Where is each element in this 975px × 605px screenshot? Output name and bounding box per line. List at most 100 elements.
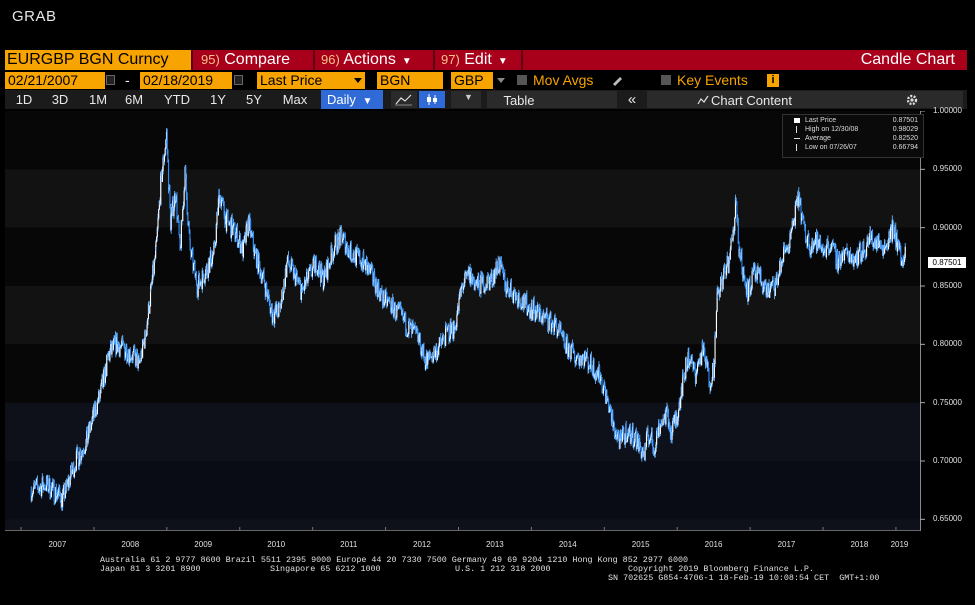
key-events-checkbox[interactable] bbox=[661, 75, 671, 85]
period-1y[interactable]: 1Y bbox=[210, 92, 226, 107]
grid-band bbox=[5, 344, 920, 403]
price-chart[interactable] bbox=[5, 111, 920, 531]
currency-select[interactable]: GBP bbox=[451, 72, 493, 89]
period-5y[interactable]: 5Y bbox=[246, 92, 262, 107]
legend-item-last-price: Last Price 0.87501 bbox=[783, 116, 921, 125]
chart-options-dropdown[interactable]: ▼ bbox=[451, 91, 481, 108]
source-field[interactable]: BGN bbox=[377, 72, 443, 89]
period-ytd[interactable]: YTD bbox=[164, 92, 190, 107]
actions-label: Actions bbox=[343, 51, 396, 68]
y-tick-label: 0.80000 bbox=[933, 339, 962, 349]
candlestick-icon bbox=[427, 94, 437, 105]
footer-phones-us: U.S. 1 212 318 2000 bbox=[455, 564, 551, 574]
y-tick-label: 0.90000 bbox=[933, 222, 962, 232]
key-events-label: Key Events bbox=[677, 72, 748, 88]
legend-value: 0.82520 bbox=[892, 135, 918, 142]
legend-value: 0.87501 bbox=[892, 117, 918, 124]
price-field-select[interactable]: Last Price bbox=[257, 72, 365, 89]
x-tick-label: 2015 bbox=[631, 540, 650, 549]
legend-value: 0.98029 bbox=[892, 126, 918, 133]
dropdown-arrow-icon: ▼ bbox=[497, 56, 508, 67]
footer-copyright: Copyright 2019 Bloomberg Finance L.P. bbox=[628, 564, 814, 574]
legend-label: Low on 07/26/07 bbox=[805, 144, 857, 151]
x-tick-label: 2013 bbox=[485, 540, 504, 549]
calendar-icon[interactable] bbox=[106, 75, 115, 85]
grid-band bbox=[5, 111, 920, 170]
average-marker-icon bbox=[794, 138, 800, 139]
calendar-icon[interactable] bbox=[234, 75, 243, 85]
settings-bar: 02/21/2007 - 02/18/2019 Last Price BGN G… bbox=[5, 72, 967, 89]
table-button[interactable]: Table bbox=[487, 91, 617, 108]
window-title: GRAB bbox=[12, 8, 57, 25]
candle-chart-button[interactable] bbox=[419, 91, 445, 108]
info-icon[interactable]: i bbox=[767, 74, 779, 87]
compare-label: Compare bbox=[224, 51, 291, 68]
y-tick-label: 0.85000 bbox=[933, 281, 962, 290]
y-tick-label: 0.65000 bbox=[933, 514, 962, 524]
mov-avgs-checkbox[interactable] bbox=[517, 75, 527, 85]
grid-band bbox=[5, 227, 920, 286]
period-6m[interactable]: 6M bbox=[124, 92, 144, 107]
x-tick-label: 2007 bbox=[48, 540, 67, 549]
period-1m[interactable]: 1M bbox=[88, 92, 108, 107]
dropdown-arrow-icon: ▼ bbox=[464, 92, 473, 102]
ticker-field[interactable]: EURGBP BGN Curncy bbox=[5, 50, 191, 70]
high-marker-icon bbox=[796, 126, 797, 133]
frequency-select[interactable]: Daily ▼ bbox=[321, 90, 383, 109]
separator bbox=[433, 50, 435, 70]
gear-icon[interactable] bbox=[905, 93, 919, 107]
lower-zone-band bbox=[5, 402, 920, 531]
grid-band bbox=[5, 286, 920, 345]
frequency-value: Daily bbox=[327, 92, 356, 107]
pencil-icon[interactable] bbox=[611, 74, 623, 86]
currency-value: GBP bbox=[454, 72, 484, 88]
actions-menu[interactable]: 96) Actions ▼ bbox=[321, 50, 412, 70]
x-tick-label: 2008 bbox=[121, 540, 140, 549]
date-range-dash: - bbox=[125, 72, 130, 88]
end-date-field[interactable]: 02/18/2019 bbox=[140, 72, 232, 89]
separator bbox=[191, 50, 193, 70]
chart-type-label[interactable]: Candle Chart bbox=[860, 51, 955, 68]
period-bar: 1D 3D 1M 6M YTD 1Y 5Y Max Daily ▼ ▼ Tabl… bbox=[5, 90, 967, 109]
x-tick-label: 2010 bbox=[267, 540, 286, 549]
legend-item-high: High on 12/30/08 0.98029 bbox=[783, 125, 921, 134]
price-field-value: Last Price bbox=[260, 72, 323, 88]
period-1d[interactable]: 1D bbox=[15, 92, 33, 107]
x-tick-label: 2009 bbox=[194, 540, 213, 549]
footer-phones-japan: Japan 81 3 3201 8900 bbox=[100, 564, 201, 574]
last-price-tag: 0.87501 bbox=[928, 257, 966, 268]
collapse-icon[interactable]: « bbox=[627, 91, 637, 108]
legend-item-low: Low on 07/26/07 0.66794 bbox=[783, 143, 921, 152]
legend-label: Last Price bbox=[805, 117, 837, 124]
edit-menu[interactable]: 97) Edit ▼ bbox=[441, 50, 508, 70]
chart-content-panel[interactable]: Chart Content bbox=[647, 91, 963, 108]
chart-content-icon bbox=[697, 95, 709, 105]
x-tick-label: 2011 bbox=[340, 540, 358, 549]
chart-content-label: Chart Content bbox=[711, 93, 792, 108]
edit-number: 97) bbox=[441, 52, 460, 67]
y-tick-label: 0.75000 bbox=[933, 397, 962, 407]
legend-label: Average bbox=[805, 135, 831, 142]
footer-serial: SN 702625 G854-4706-1 18-Feb-19 10:08:54… bbox=[608, 573, 880, 583]
y-axis bbox=[920, 111, 925, 531]
x-tick-label: 2017 bbox=[777, 540, 796, 549]
start-date-field[interactable]: 02/21/2007 bbox=[5, 72, 105, 89]
dropdown-arrow-icon: ▼ bbox=[401, 56, 412, 67]
separator bbox=[521, 50, 523, 70]
legend-value: 0.66794 bbox=[892, 144, 918, 151]
compare-number: 95) bbox=[201, 52, 220, 67]
dropdown-arrow-icon bbox=[354, 78, 362, 83]
period-3d[interactable]: 3D bbox=[51, 92, 69, 107]
x-tick-label: 2014 bbox=[558, 540, 577, 549]
command-bar: EURGBP BGN Curncy 95) Compare 96) Action… bbox=[5, 50, 967, 70]
legend-item-average: Average 0.82520 bbox=[783, 134, 921, 143]
line-chart-button[interactable] bbox=[391, 91, 417, 108]
mov-avgs-label: Mov Avgs bbox=[533, 72, 594, 88]
chart-legend: Last Price 0.87501 High on 12/30/08 0.98… bbox=[782, 114, 924, 158]
period-max[interactable]: Max bbox=[282, 92, 308, 107]
price-series bbox=[30, 128, 906, 511]
table-label: Table bbox=[503, 93, 535, 108]
compare-button[interactable]: 95) Compare bbox=[201, 50, 290, 70]
legend-label: High on 12/30/08 bbox=[805, 126, 859, 133]
edit-label: Edit bbox=[464, 51, 492, 68]
